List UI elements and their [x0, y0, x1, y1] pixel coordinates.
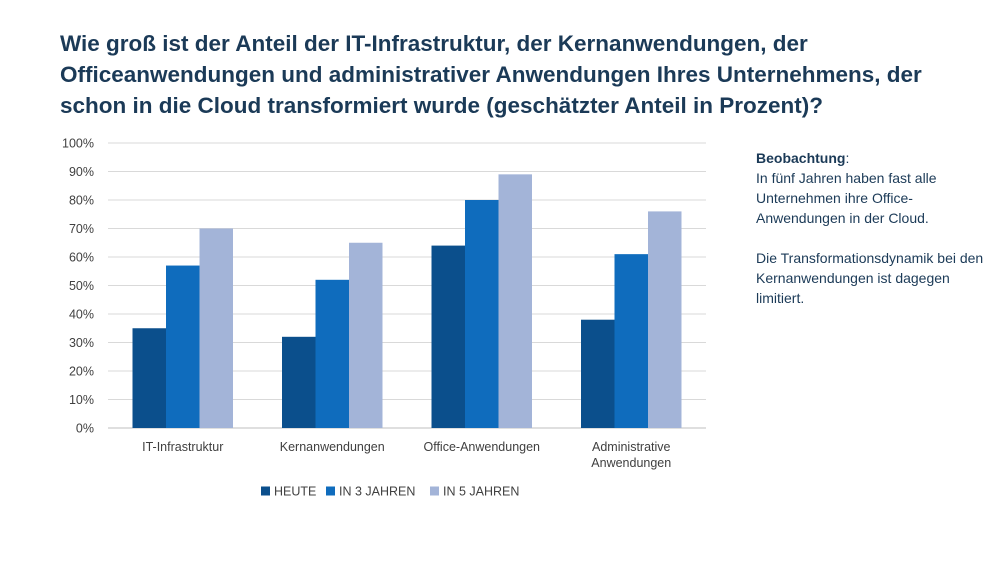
legend-swatch [261, 486, 270, 496]
bar [581, 319, 615, 428]
x-axis: IT-Infrastruktur Kernanwendungen Office-An… [142, 440, 671, 470]
legend-label: IN 3 JAHREN [339, 485, 415, 499]
observation-heading: Beobachtung [756, 150, 846, 166]
legend-swatch [326, 486, 335, 496]
y-tick-label: 100% [62, 137, 94, 151]
bar [648, 211, 682, 428]
bar [349, 242, 383, 428]
observation-box: Beobachtung: In fünf Jahren haben fast a… [756, 148, 986, 308]
y-tick-label: 40% [69, 308, 94, 322]
bars [132, 174, 682, 428]
legend-swatch [430, 486, 439, 496]
bar [132, 328, 166, 428]
y-tick-label: 30% [69, 336, 94, 350]
page-title: Wie groß ist der Anteil der IT-Infrastru… [60, 31, 922, 118]
y-tick-label: 50% [69, 279, 94, 293]
bar [166, 265, 200, 428]
observation-paragraph-2: Die Transformationsdynamik bei den Kerna… [756, 250, 984, 306]
observation-heading-colon: : [845, 150, 850, 166]
bar [431, 245, 465, 428]
observation-paragraph-1: In fünf Jahren haben fast alle Unternehm… [756, 170, 937, 226]
y-tick-label: 80% [69, 194, 94, 208]
y-axis: 0% 10% 20% 30% 40% 50% 60% 70% 80% 90% 100% [62, 137, 94, 436]
y-tick-label: 70% [69, 222, 94, 236]
bar [199, 228, 233, 428]
x-tick-label: Office-Anwendungen [423, 440, 540, 454]
bar [315, 279, 349, 428]
legend-label: HEUTE [274, 485, 316, 499]
legend: HEUTE IN 3 JAHREN IN 5 JAHREN [261, 485, 519, 499]
bar [465, 200, 499, 428]
y-tick-label: 10% [69, 393, 94, 407]
x-tick-label: IT-Infrastruktur [142, 440, 223, 454]
x-tick-label: Kernanwendungen [280, 440, 385, 454]
legend-label: IN 5 JAHREN [443, 485, 519, 499]
x-tick-label: Anwendungen [591, 456, 671, 470]
y-tick-label: 90% [69, 165, 94, 179]
bar [614, 254, 648, 428]
y-tick-label: 0% [76, 422, 94, 436]
bar [498, 174, 532, 428]
y-tick-label: 20% [69, 365, 94, 379]
bar [282, 336, 316, 428]
x-tick-label: Administrative [592, 440, 671, 454]
y-tick-label: 60% [69, 251, 94, 265]
